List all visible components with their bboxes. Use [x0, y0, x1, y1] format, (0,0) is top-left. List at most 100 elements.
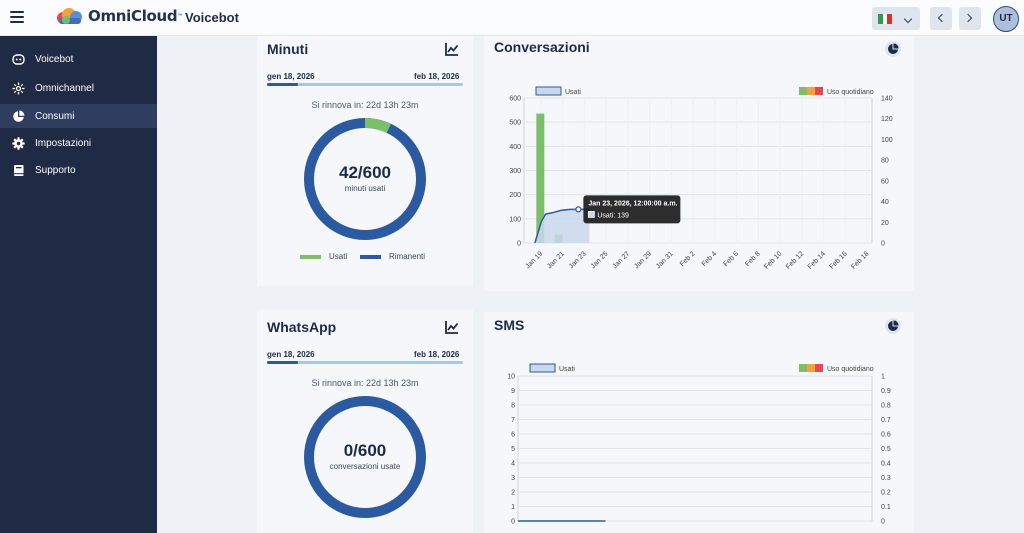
- legend-label: Rimanenti: [389, 252, 426, 261]
- sidebar-item-consumi[interactable]: Consumi: [0, 104, 157, 128]
- tooltip-title: Jan 23, 2026, 12:00:00 a.m.: [588, 200, 677, 207]
- tooltip-box: [583, 195, 681, 224]
- y-right-tick-label: 0: [881, 241, 885, 248]
- pie-chart-icon[interactable]: [885, 318, 901, 334]
- x-tick-label: Jan 29: [633, 250, 653, 270]
- x-tick-label: Feb 14: [807, 250, 827, 270]
- y-left-tick-label: 600: [509, 96, 521, 103]
- pie-chart-icon: [12, 110, 25, 123]
- next-button[interactable]: [959, 7, 981, 30]
- legend-swatch-usati[interactable]: [535, 86, 562, 96]
- legend-label: Usati: [329, 252, 348, 261]
- trademark: ™: [177, 13, 183, 19]
- tooltip-point[interactable]: [575, 206, 582, 213]
- period-progress-bar: [267, 83, 463, 86]
- pie-chart-icon[interactable]: [885, 41, 901, 57]
- y-right-tick-label: 0.4: [881, 461, 891, 468]
- sidebar-item-label: Impostazioni: [35, 137, 92, 149]
- line-chart-icon[interactable]: [444, 41, 460, 57]
- legend-swatch-green: [799, 87, 807, 95]
- sidebar-item-label: Omnichannel: [35, 82, 94, 94]
- legend-swatch-green: [799, 364, 807, 372]
- renewal-countdown: Si rinnova in: 22d 13h 23m: [311, 378, 419, 388]
- sms-card: SMS Usati Uso quotidiano 0 1 2 3 4 5 6 7 8 9 10 0 0.1 0…: [484, 312, 914, 533]
- x-tick-label: Feb 10: [763, 250, 783, 270]
- usage-caption: conversazioni usate: [329, 462, 401, 471]
- whatsapp-title: WhatsApp: [267, 319, 337, 335]
- minuti-title: Minuti: [267, 41, 309, 57]
- period-end-date: feb 18, 2026: [414, 350, 460, 359]
- y-left-tick-label: 0: [511, 519, 515, 526]
- network-icon: [12, 82, 25, 95]
- x-tick-label: Feb 6: [722, 250, 740, 268]
- chevron-right-icon: [963, 13, 973, 23]
- x-tick-label: Jan 25: [590, 250, 610, 270]
- y-left-tick-label: 300: [509, 168, 521, 175]
- legend-swatch-red: [815, 87, 823, 95]
- book-icon: [12, 164, 25, 177]
- top-bar: OmniCloud ™ Voicebot UT: [0, 0, 1024, 36]
- y-left-tick-label: 3: [511, 475, 515, 482]
- legend-swatch-used: [300, 254, 321, 259]
- x-tick-label: Feb 12: [785, 250, 805, 270]
- y-right-tick-label: 0.6: [881, 432, 891, 439]
- y-right-tick-label: 140: [881, 96, 893, 103]
- y-left-tick-label: 1: [511, 504, 515, 511]
- line-chart-icon[interactable]: [444, 319, 460, 335]
- y-left-tick-label: 5: [511, 446, 515, 453]
- y-left-tick-label: 8: [511, 403, 515, 410]
- chevron-left-icon: [937, 13, 947, 23]
- donut-remaining-arc[interactable]: [304, 396, 426, 518]
- period-progress-fill: [267, 83, 299, 86]
- sidebar-item-impostazioni[interactable]: Impostazioni: [0, 131, 157, 155]
- legend-swatch-orange: [807, 364, 815, 372]
- legend-swatch-red: [815, 364, 823, 372]
- y-right-tick-label: 0.5: [881, 446, 891, 453]
- minuti-card: Minuti gen 18, 2026 feb 18, 2026 Si rinn…: [257, 36, 473, 286]
- y-right-tick-label: 0.8: [881, 403, 891, 410]
- x-tick-label: Jan 19: [524, 250, 544, 270]
- y-right-tick-label: 0: [881, 519, 885, 526]
- sidebar-item-voicebot[interactable]: Voicebot: [0, 47, 157, 71]
- cumulative-area: [534, 209, 590, 243]
- legend-label-usati: Usati: [565, 89, 581, 96]
- y-left-tick-label: 500: [509, 120, 521, 127]
- period-end-date: feb 18, 2026: [414, 72, 460, 81]
- user-avatar[interactable]: UT: [993, 6, 1019, 32]
- daily-usage-bar[interactable]: [536, 113, 545, 244]
- x-tick-label: Jan 27: [611, 250, 631, 270]
- legend-swatch-usati[interactable]: [529, 363, 556, 373]
- page-title: Voicebot: [185, 10, 239, 25]
- sidebar-item-label: Supporto: [35, 164, 76, 176]
- y-right-tick-label: 0.3: [881, 475, 891, 482]
- conversazioni-title: Conversazioni: [494, 39, 590, 55]
- hamburger-menu-icon[interactable]: [10, 11, 24, 25]
- y-left-tick-label: 9: [511, 388, 515, 395]
- y-right-tick-label: 20: [881, 220, 889, 227]
- donut-used-arc[interactable]: [304, 118, 426, 240]
- legend-used[interactable]: Usati: [300, 252, 347, 261]
- y-left-tick-label: 200: [509, 192, 521, 199]
- y-right-tick-label: 0.9: [881, 388, 891, 395]
- sidebar: Voicebot Omnichannel Consumi Impostazion…: [0, 36, 157, 533]
- y-left-tick-label: 6: [511, 432, 515, 439]
- sidebar-item-label: Consumi: [35, 110, 75, 122]
- minuti-donut-chart: 42/600 minuti usati: [303, 117, 427, 241]
- x-tick-label: Feb 16: [828, 250, 848, 270]
- y-left-tick-label: 4: [511, 461, 515, 468]
- legend-label-uso-quotidiano: Uso quotidiano: [827, 366, 874, 373]
- legend-remaining[interactable]: Rimanenti: [360, 252, 425, 261]
- sidebar-item-omnichannel[interactable]: Omnichannel: [0, 76, 157, 100]
- y-right-tick-label: 100: [881, 137, 893, 144]
- omnicloud-logo[interactable]: OmniCloud ™: [55, 7, 182, 25]
- italian-flag-icon: [878, 13, 893, 24]
- sms-chart: Usati Uso quotidiano 0 1 2 3 4 5 6 7 8 9 10 0 0.1 0.2 0.…: [507, 363, 891, 526]
- y-right-tick-label: 60: [881, 178, 889, 185]
- sidebar-item-supporto[interactable]: Supporto: [0, 158, 157, 182]
- x-tick-label: Feb 2: [679, 250, 697, 268]
- previous-button[interactable]: [930, 7, 952, 30]
- y-left-tick-label: 100: [509, 216, 521, 223]
- language-selector[interactable]: [872, 7, 920, 30]
- gear-icon: [12, 136, 25, 150]
